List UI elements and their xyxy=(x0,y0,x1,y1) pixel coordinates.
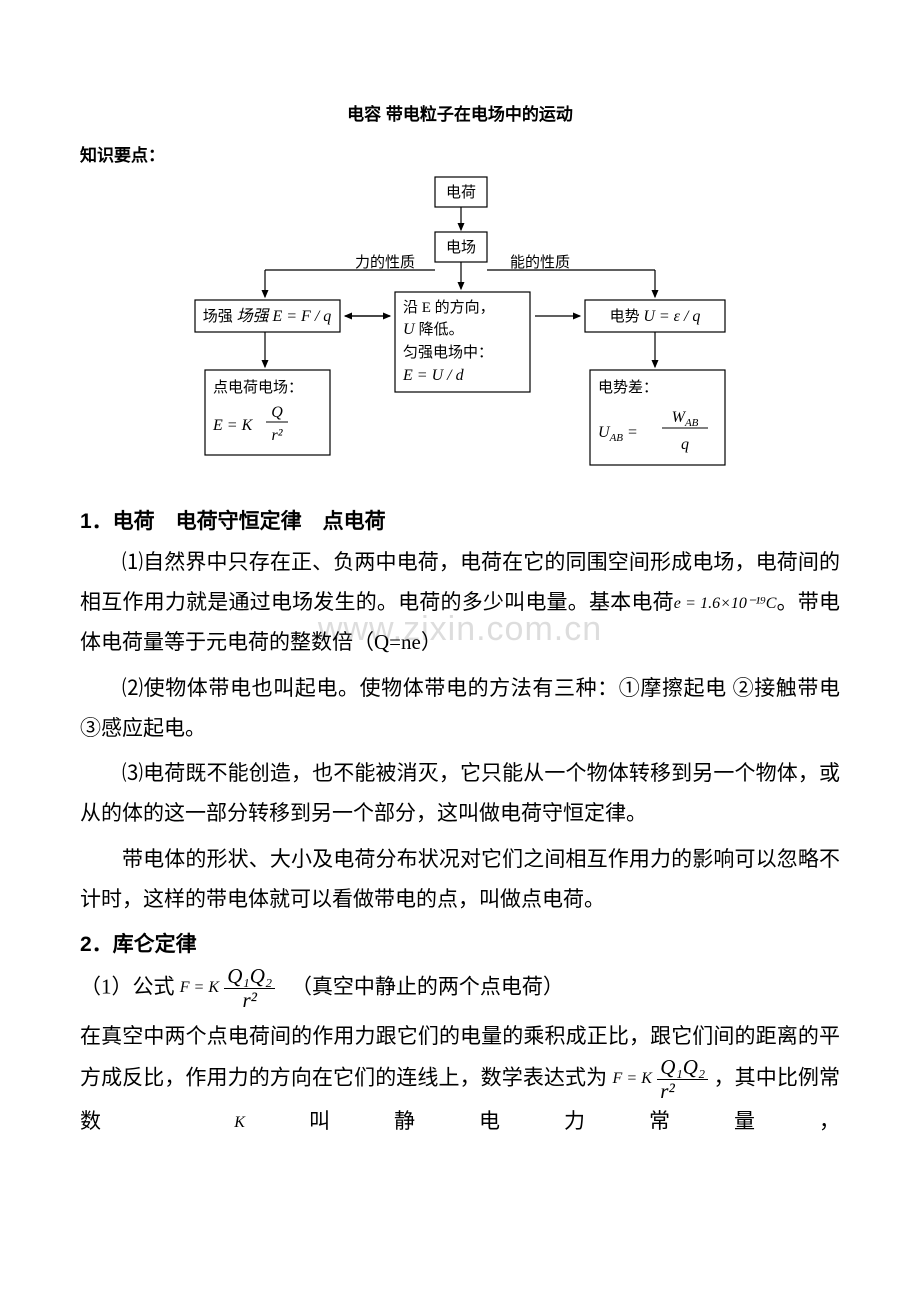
para-4: 带电体的形状、大小及电荷分布状况对它们之间相互作用力的影响可以忽略不计时，这样的… xyxy=(80,840,840,920)
left-bot-l1: 点电荷电场： xyxy=(213,379,303,396)
label-energy: 能的性质 xyxy=(510,254,570,271)
para-6: 在真空中两个点电荷间的作用力跟它们的电量的乘积成正比，跟它们间的距离的平方成反比… xyxy=(80,1017,840,1142)
para-5: （1）公式 F = K Q₁Q₂r² （真空中静止的两个点电荷） xyxy=(80,966,840,1011)
box-charge: 电荷 xyxy=(446,184,476,201)
para-2: ⑵使物体带电也叫起电。使物体带电的方法有三种：①摩擦起电 ②接触带电 ③感应起电… xyxy=(80,669,840,749)
center-l2: U 降低。 xyxy=(403,321,464,338)
section-2-heading: 2．库仑定律 xyxy=(80,928,840,958)
para-3: ⑶电荷既不能创造，也不能被消灭，它只能从一个物体转移到另一个物体，或从的体的这一… xyxy=(80,754,840,834)
label-force: 力的性质 xyxy=(355,254,415,271)
section-1-heading: 1．电荷 电荷守恒定律 点电荷 xyxy=(80,505,840,535)
formula-F1: F = K xyxy=(180,979,219,996)
para-1: ⑴自然界中只存在正、负两中电荷，电荷在它的同围空间形成电场，电荷间的相互作用力就… xyxy=(80,543,840,663)
doc-title: 电容 带电粒子在电场中的运动 xyxy=(80,100,840,125)
center-l1: 沿 E 的方向， xyxy=(403,299,495,316)
page: 电容 带电粒子在电场中的运动 知识要点： 电荷 电场 力的性质 能的性质 xyxy=(0,0,920,1198)
formula-e: e = 1.6×10⁻¹⁹C xyxy=(674,595,777,612)
formula-K: K xyxy=(234,1114,245,1131)
left-bot-num: Q xyxy=(271,404,283,421)
left-bot-formula: E = K xyxy=(212,417,254,434)
concept-diagram: 电荷 电场 力的性质 能的性质 场强 场强 E = F / q 沿 E 的方向，… xyxy=(180,172,740,487)
formula-F2: F = K xyxy=(613,1070,652,1087)
right-bot-den: q xyxy=(681,436,689,453)
center-l4: E = U / d xyxy=(402,367,465,384)
box-potential: 电势 U = ε / q xyxy=(610,308,701,325)
center-l3: 匀强电场中： xyxy=(403,344,493,361)
box-field-strength: 场强 场强 E = F / q xyxy=(203,307,332,325)
box-field: 电场 xyxy=(446,239,476,256)
right-bot-l1: 电势差： xyxy=(598,379,658,396)
left-bot-den: r² xyxy=(271,427,283,444)
knowledge-points-label: 知识要点： xyxy=(80,141,840,166)
